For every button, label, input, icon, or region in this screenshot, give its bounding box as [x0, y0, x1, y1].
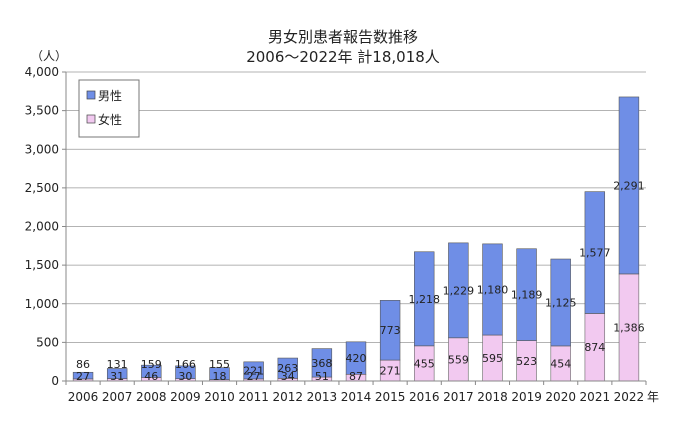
data-label-female-2022: 1,386: [613, 321, 645, 334]
data-label-male-2006: 86: [76, 358, 90, 371]
x-tick-label: 2006: [68, 390, 99, 404]
x-tick-label: 2015: [375, 390, 406, 404]
data-label-male-2008: 159: [141, 358, 162, 371]
data-label-female-2018: 595: [482, 352, 503, 365]
data-label-male-2007: 131: [107, 358, 128, 371]
grid: [66, 71, 646, 343]
bar-male-2012: [277, 357, 298, 379]
legend: 男性 女性: [78, 79, 140, 138]
data-label-female-2016: 455: [414, 357, 435, 370]
bar-male-2019: [516, 248, 537, 341]
data-label-male-2013: 368: [311, 357, 332, 370]
data-label-male-2016: 1,218: [408, 293, 440, 306]
bar-male-2021: [584, 191, 606, 314]
bar-male-2015: [379, 300, 401, 361]
bar-male-2007: [106, 368, 128, 379]
data-label-female-2015: 271: [380, 365, 401, 378]
data-label-female-2021: 874: [584, 341, 605, 354]
y-tick-label: 3,500: [25, 104, 59, 118]
x-tick-label: 2008: [136, 390, 167, 404]
data-label-male-2009: 166: [175, 358, 196, 371]
data-label-male-2010: 155: [209, 358, 230, 371]
y-tick-label: 4,000: [25, 65, 59, 79]
axes: 0 500 1,000 1,500 2,000 2,500 3,000 3,500 4,000 2…: [25, 65, 647, 404]
bar-male-2006: [72, 371, 94, 380]
data-label-female-2017: 559: [448, 353, 469, 366]
legend-box: [78, 79, 140, 138]
y-tick-label: 0: [51, 374, 59, 388]
bar-male-2018: [482, 243, 503, 336]
data-label-female-2011: 27: [247, 370, 261, 383]
bar-male-2014: [345, 341, 367, 375]
x-tick-label: 2007: [102, 390, 133, 404]
y-tick-label: 1,000: [25, 297, 59, 311]
x-tick-label: 2018: [477, 390, 508, 404]
x-tick-label: 2020: [545, 390, 576, 404]
x-tick-label: 2014: [341, 390, 372, 404]
y-tick-label: 3,000: [25, 142, 59, 156]
x-tick-label: 2010: [204, 390, 235, 404]
x-tick-label: 2017: [443, 390, 474, 404]
data-label-female-2020: 454: [550, 357, 571, 370]
legend-swatch-male: [86, 90, 96, 100]
bar-male-2009: [175, 365, 196, 379]
x-tick-label: 2022: [614, 390, 645, 404]
legend-swatch-female: [86, 114, 96, 124]
legend-label-male: 男性: [98, 89, 122, 103]
x-tick-label: 2016: [409, 390, 440, 404]
bar-male-2013: [311, 348, 333, 378]
x-tick-label: 2013: [307, 390, 338, 404]
data-label-male-2020: 1,125: [545, 296, 577, 309]
data-label-male-2019: 1,189: [511, 289, 543, 302]
data-label-male-2017: 1,229: [443, 284, 475, 297]
x-tick-label: 2011: [238, 390, 269, 404]
y-tick-label: 2,000: [25, 220, 59, 234]
data-label-male-2014: 420: [346, 352, 367, 365]
data-label-female-2019: 523: [516, 355, 537, 368]
data-label-female-2012: 34: [281, 370, 295, 383]
bar-male-2020: [550, 258, 571, 347]
bar-male-2010: [209, 367, 230, 380]
data-label-male-2021: 1,577: [579, 247, 611, 260]
data-label-female-2007: 31: [110, 370, 124, 383]
y-tick-label: 1,500: [25, 258, 59, 272]
bar-male-2011: [243, 361, 264, 380]
y-axis-label: （人）: [31, 49, 67, 63]
data-label-male-2011: 221: [243, 364, 264, 377]
x-axis-unit: 年: [647, 390, 659, 404]
x-tick-label: 2019: [511, 390, 542, 404]
data-label-female-2006: 27: [76, 370, 90, 383]
x-tick-label: 2009: [170, 390, 201, 404]
x-tick-label: 2012: [272, 390, 303, 404]
data-label-male-2022: 2,291: [613, 179, 645, 192]
data-label-female-2009: 30: [178, 370, 192, 383]
chart-subtitle: 2006～2022年 計18,018人: [246, 48, 440, 66]
bar-male-2016: [414, 251, 435, 347]
data-label-female-2008: 46: [144, 370, 158, 383]
data-label-female-2013: 51: [315, 370, 329, 383]
data-label-male-2012: 263: [277, 362, 298, 375]
y-tick-label: 500: [36, 335, 59, 349]
bar-male-2017: [448, 242, 469, 339]
bar-male-2022: [618, 96, 640, 275]
bar-male-2008: [141, 364, 162, 378]
x-tick-label: 2021: [580, 390, 611, 404]
chart-title: 男女別患者報告数推移: [268, 28, 418, 46]
legend-label-female: 女性: [98, 112, 122, 127]
data-label-male-2018: 1,180: [477, 283, 509, 296]
data-label-female-2010: 18: [213, 370, 227, 383]
y-tick-label: 2,500: [25, 181, 59, 195]
data-label-female-2014: 87: [349, 370, 363, 383]
data-label-male-2015: 773: [380, 324, 401, 337]
